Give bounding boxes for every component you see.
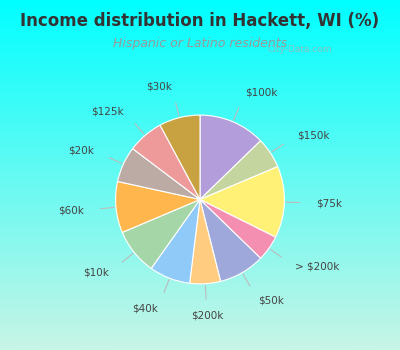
Wedge shape [116, 181, 200, 232]
Text: $40k: $40k [132, 303, 158, 313]
Wedge shape [118, 149, 200, 200]
Text: $10k: $10k [83, 267, 109, 278]
Wedge shape [151, 199, 200, 283]
Wedge shape [190, 199, 220, 284]
Text: Income distribution in Hackett, WI (%): Income distribution in Hackett, WI (%) [20, 12, 380, 30]
Text: $75k: $75k [316, 198, 342, 208]
Text: $30k: $30k [146, 82, 172, 92]
Text: $50k: $50k [258, 295, 284, 306]
Wedge shape [133, 125, 200, 200]
Wedge shape [200, 199, 276, 258]
Wedge shape [200, 167, 284, 237]
Text: > $200k: > $200k [295, 262, 340, 272]
Text: Hispanic or Latino residents: Hispanic or Latino residents [113, 37, 287, 50]
Text: City-Data.com: City-Data.com [268, 46, 332, 55]
Text: $150k: $150k [297, 130, 330, 140]
Text: $200k: $200k [191, 311, 223, 321]
Text: $100k: $100k [246, 87, 278, 97]
Wedge shape [160, 115, 200, 200]
Wedge shape [200, 199, 261, 281]
Wedge shape [122, 199, 200, 268]
Text: $60k: $60k [58, 205, 84, 215]
Wedge shape [200, 141, 278, 200]
Text: $20k: $20k [68, 146, 94, 156]
Text: $125k: $125k [92, 106, 124, 116]
Wedge shape [200, 115, 261, 200]
